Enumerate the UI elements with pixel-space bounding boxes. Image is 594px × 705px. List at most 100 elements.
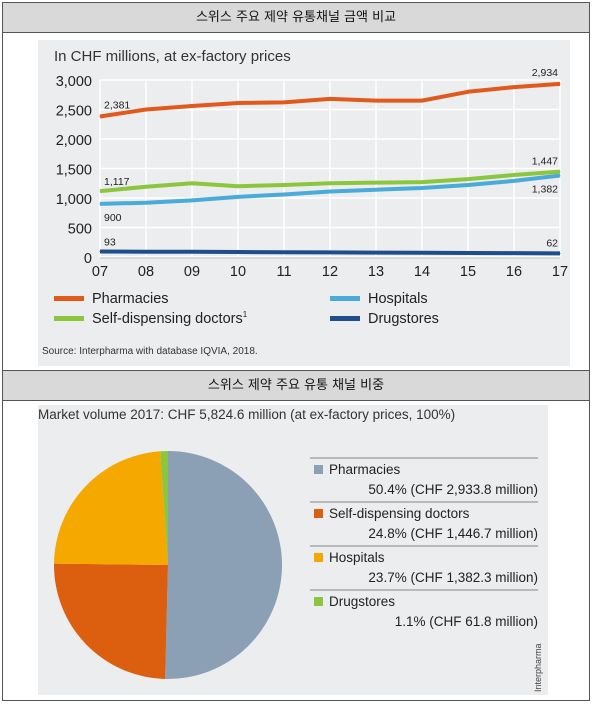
- x-tick-label: 08: [138, 264, 154, 280]
- series-point: [421, 252, 423, 254]
- series-point: [513, 252, 515, 254]
- data-label: 1,447: [532, 156, 558, 168]
- legend-superscript: 1: [243, 310, 248, 319]
- series-point: [375, 100, 377, 102]
- line-chart-subtitle: In CHF millions, at ex-factory prices: [54, 48, 291, 65]
- series-point: [421, 181, 423, 183]
- series-point: [145, 202, 147, 204]
- data-label: 900: [104, 212, 122, 224]
- series-point: [467, 252, 469, 254]
- series-point: [191, 105, 193, 107]
- legend-value: 24.8% (CHF 1,446.7 million): [368, 526, 538, 541]
- y-tick-label: 0: [84, 251, 92, 267]
- x-tick-label: 12: [322, 264, 338, 280]
- legend-value: 50.4% (CHF 2,933.8 million): [368, 482, 538, 497]
- pie-slice-self-dispensing-doctors: [54, 563, 168, 679]
- series-point: [421, 100, 423, 102]
- series-point: [513, 174, 515, 176]
- legend-value: 23.7% (CHF 1,382.3 million): [368, 570, 538, 585]
- legend-swatch: [314, 509, 323, 518]
- legend-swatch: [330, 296, 360, 301]
- legend-label: Pharmacies: [329, 462, 401, 477]
- series-point: [237, 185, 239, 187]
- data-label: 93: [104, 237, 116, 249]
- x-tick-label: 16: [506, 264, 522, 280]
- y-tick-label: 500: [68, 222, 92, 238]
- series-point: [513, 86, 515, 88]
- source-note: Source: Interpharma with database IQVIA,…: [42, 346, 258, 357]
- series-point: [421, 187, 423, 189]
- data-label: 62: [546, 237, 558, 249]
- x-tick-label: 14: [414, 264, 430, 280]
- y-tick-label: 2,500: [56, 104, 92, 120]
- x-tick-label: 11: [276, 264, 291, 280]
- series-point: [329, 98, 331, 100]
- bottom-section-header: 스위스 제약 주요 유통 채널 비중: [2, 370, 590, 401]
- legend-label: Drugstores: [329, 594, 395, 609]
- series-point: [145, 186, 147, 188]
- series-point: [99, 251, 101, 253]
- series-point: [283, 101, 285, 103]
- series-point: [329, 191, 331, 193]
- series-point: [467, 184, 469, 186]
- series-point: [145, 251, 147, 253]
- pie-chart-title: Market volume 2017: CHF 5,824.6 million …: [38, 407, 455, 422]
- series-point: [237, 251, 239, 253]
- series-point: [191, 251, 193, 253]
- x-tick-label: 09: [184, 264, 200, 280]
- pie-slice-pharmacies: [165, 451, 283, 679]
- series-point: [145, 109, 147, 110]
- series-point: [559, 171, 561, 173]
- data-label: 2,934: [532, 67, 558, 79]
- legend-swatch: [54, 316, 84, 321]
- data-label: 1,382: [532, 183, 558, 195]
- pie-slice-drugstores: [160, 451, 168, 565]
- series-point: [191, 199, 193, 201]
- series-point: [559, 83, 561, 85]
- legend-label: Self-dispensing doctors1: [92, 310, 248, 327]
- series-point: [559, 174, 561, 176]
- series-point: [237, 102, 239, 104]
- series-point: [237, 196, 239, 198]
- series-point: [375, 189, 377, 191]
- series-point: [99, 190, 101, 192]
- x-tick-label: 13: [368, 264, 384, 280]
- series-point: [467, 91, 469, 93]
- y-tick-label: 1,000: [56, 192, 92, 208]
- series-point: [283, 193, 285, 195]
- series-point: [375, 182, 377, 184]
- top-section-header: 스위스 주요 제약 유통채널 금액 비교: [2, 2, 590, 33]
- series-point: [99, 203, 101, 205]
- x-tick-label: 10: [230, 264, 246, 280]
- legend-label: Drugstores: [368, 311, 439, 327]
- pie-slice-hospitals: [54, 451, 168, 565]
- series-point: [283, 251, 285, 253]
- series-point: [375, 252, 377, 254]
- pie-chart-panel: Market volume 2017: CHF 5,824.6 million …: [38, 405, 548, 695]
- legend-swatch: [54, 296, 84, 301]
- y-tick-label: 1,500: [56, 163, 92, 179]
- series-point: [467, 178, 469, 180]
- x-tick-label: 07: [92, 264, 108, 280]
- series-point: [329, 182, 331, 184]
- legend-label: Pharmacies: [92, 291, 169, 307]
- legend-label: Self-dispensing doctors: [329, 506, 470, 521]
- series-point: [191, 182, 193, 184]
- legend-value: 1.1% (CHF 61.8 million): [395, 614, 538, 629]
- y-tick-label: 3,000: [56, 74, 92, 90]
- series-point: [283, 184, 285, 186]
- series-point: [513, 180, 515, 182]
- pie-watermark: Interpharma: [533, 643, 543, 692]
- series-point: [329, 251, 331, 253]
- data-label: 2,381: [104, 100, 130, 112]
- x-tick-label: 17: [552, 264, 568, 280]
- legend-label: Hospitals: [329, 550, 385, 565]
- line-chart: In CHF millions, at ex-factory prices 3,…: [42, 48, 568, 357]
- legend-swatch: [314, 465, 323, 474]
- line-chart-panel: In CHF millions, at ex-factory prices 3,…: [38, 40, 570, 366]
- series-point: [559, 252, 561, 254]
- legend-label: Hospitals: [368, 291, 428, 307]
- series-point: [99, 116, 101, 118]
- legend-swatch: [330, 316, 360, 321]
- data-label: 1,117: [104, 176, 130, 188]
